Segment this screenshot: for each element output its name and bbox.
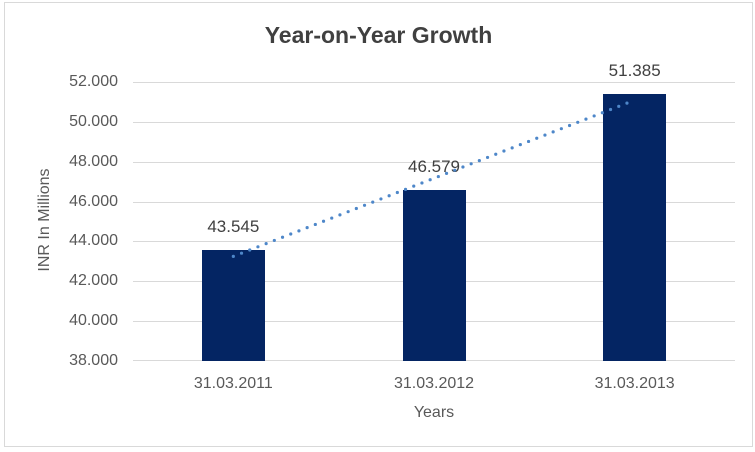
y-tick-label: 42.000 bbox=[69, 272, 118, 290]
plot-area: 38.000 40.000 42.000 44.000 46.000 48.000 50.0… bbox=[69, 61, 735, 392]
chart-title: Year-on-Year Growth bbox=[264, 22, 493, 48]
bar bbox=[201, 250, 265, 361]
y-tick-label: 50.000 bbox=[69, 112, 118, 130]
y-tick-label: 38.000 bbox=[69, 352, 118, 369]
y-tick-label: 52.000 bbox=[69, 73, 118, 90]
y-tick-label: 44.000 bbox=[69, 232, 118, 250]
y-tick-label: 40.000 bbox=[69, 312, 118, 330]
x-axis-title: Years bbox=[413, 404, 455, 421]
bar-data-label: 46.579 bbox=[408, 157, 460, 177]
gridline bbox=[133, 82, 735, 83]
x-tick-label: 31.03.2013 bbox=[594, 375, 675, 392]
gridline bbox=[133, 162, 735, 163]
trendline bbox=[231, 98, 637, 258]
bar bbox=[603, 94, 667, 361]
bar-data-label: 51.385 bbox=[608, 61, 661, 81]
y-tick-label: 46.000 bbox=[69, 192, 118, 210]
gridline bbox=[133, 122, 735, 123]
x-tick-label: 31.03.2011 bbox=[193, 375, 273, 392]
bar-data-label: 43.545 bbox=[207, 217, 260, 237]
bar bbox=[402, 190, 466, 361]
x-tick-label: 31.03.2012 bbox=[393, 375, 475, 392]
trendline-dotted-line bbox=[231, 98, 637, 258]
chart-container: Year-on-Year Growth INR In Millions 38.0… bbox=[4, 2, 753, 447]
y-tick-label: 48.000 bbox=[69, 152, 118, 170]
